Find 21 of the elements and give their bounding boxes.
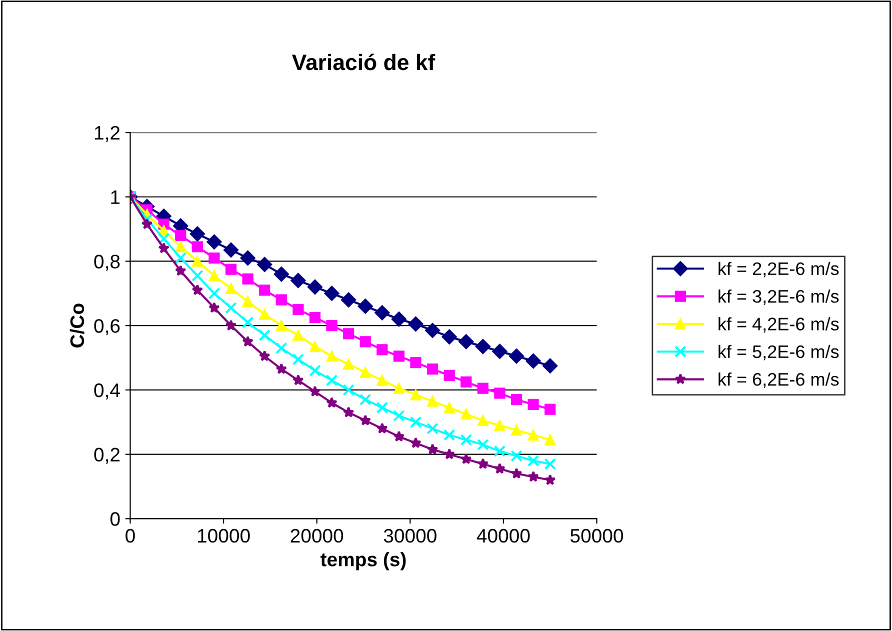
legend-label: kf = 6,2E-6 m/s xyxy=(718,372,839,388)
y-tick-label: 0,2 xyxy=(94,448,120,464)
legend-label: kf = 3,2E-6 m/s xyxy=(718,290,839,305)
y-tick-label: 0,8 xyxy=(94,254,120,271)
x-tick-label: 40000 xyxy=(476,528,530,543)
x-tick-label: 50000 xyxy=(570,528,624,543)
x-tick-label: 0 xyxy=(126,528,135,543)
x-axis-title: temps (s) xyxy=(320,552,406,570)
legend-label: kf = 5,2E-6 m/s xyxy=(718,344,839,360)
chart-title: Variació de kf xyxy=(292,54,436,70)
y-tick-label: 0,4 xyxy=(94,383,120,400)
legend-label: kf = 2,2E-6 m/s xyxy=(718,262,839,278)
x-tick-label: 20000 xyxy=(290,528,344,543)
y-axis-title: C/Co xyxy=(70,304,84,348)
x-tick-label: 10000 xyxy=(198,528,250,543)
y-tick-label: 0 xyxy=(110,512,120,526)
y-tick-label: 1,2 xyxy=(94,126,120,142)
y-tick-label: 1 xyxy=(111,190,120,204)
x-tick-label: 30000 xyxy=(384,528,436,543)
legend-label: kf = 4,2E-6 m/s xyxy=(718,317,839,333)
y-tick-label: 0,6 xyxy=(94,319,120,336)
